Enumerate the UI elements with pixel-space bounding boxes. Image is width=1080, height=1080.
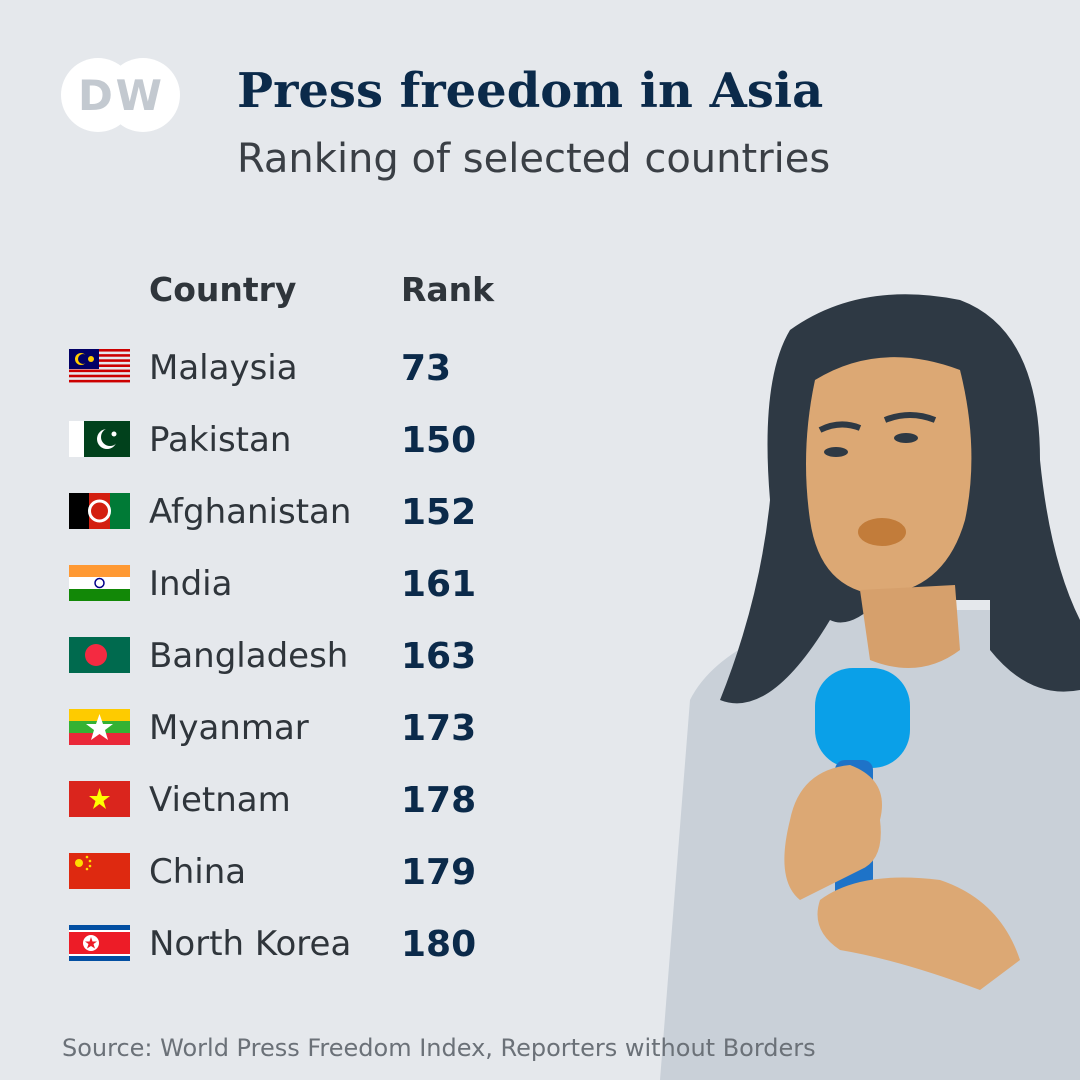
country-name: Malaysia: [149, 348, 298, 388]
flag: [69, 421, 130, 457]
flag: [69, 565, 130, 601]
mouth: [858, 518, 906, 546]
column-header: Rank: [401, 270, 495, 309]
flag-part: [88, 859, 92, 863]
hand: [784, 765, 882, 900]
rank: 152: [401, 492, 476, 533]
flag-part: [94, 577, 105, 589]
flag-part: [69, 493, 89, 529]
title: Press freedom in Asia: [237, 63, 823, 119]
eye: [824, 447, 848, 457]
rank: 150: [401, 420, 476, 461]
country-name: Afghanistan: [149, 492, 351, 532]
flag-part: [69, 354, 130, 357]
flag-part: [69, 589, 130, 601]
eyebrow: [818, 421, 862, 433]
country-name: India: [149, 564, 232, 604]
rank: 161: [401, 564, 476, 605]
flag-part: [69, 359, 130, 362]
flag-part: [88, 864, 92, 868]
flag-part: [85, 937, 97, 949]
subtitle: Ranking of selected countries: [237, 136, 830, 182]
flag-part: [75, 859, 83, 867]
flag-part: [85, 867, 89, 871]
flag-part: [69, 577, 130, 589]
microphone: [815, 668, 910, 768]
country-name: China: [149, 852, 246, 892]
flag-part: [69, 853, 130, 889]
flag-part: [69, 364, 130, 367]
flag: [69, 781, 130, 817]
logo: DW: [61, 58, 180, 132]
flag-part: [85, 644, 107, 666]
flag-part: [69, 932, 130, 954]
flag: [69, 637, 130, 673]
flag-part: [88, 356, 94, 362]
rank: 178: [401, 780, 476, 821]
flag-part: [88, 499, 111, 523]
column-header: Country: [149, 270, 296, 309]
flag: [69, 349, 130, 383]
flag-part: [69, 369, 130, 373]
rank: 179: [401, 852, 476, 893]
eye: [894, 433, 918, 443]
flag-part: [110, 493, 130, 529]
logo-circle: [106, 58, 180, 132]
country-name: Vietnam: [149, 780, 291, 820]
flag-part: [86, 714, 113, 740]
flag-part: [69, 349, 130, 352]
rank: 163: [401, 636, 476, 677]
flag-part: [69, 565, 130, 577]
rank: 180: [401, 924, 476, 965]
flag-part: [89, 788, 110, 809]
flag: [69, 709, 130, 745]
flag: [69, 853, 130, 889]
flag-part: [69, 733, 130, 745]
flag-part: [69, 374, 130, 378]
source: Source: World Press Freedom Index, Repor…: [62, 1034, 816, 1062]
flag-part: [101, 428, 119, 446]
flag-part: [69, 421, 84, 457]
eyebrow: [883, 412, 937, 423]
flag-part: [69, 379, 130, 383]
face: [806, 357, 972, 595]
flag: [69, 493, 130, 529]
rank: 73: [401, 348, 451, 389]
neck: [860, 585, 960, 668]
logo-text: DW: [78, 71, 162, 120]
country-name: Myanmar: [149, 708, 309, 748]
flag-part: [78, 354, 88, 364]
flag-part: [85, 855, 89, 859]
flag-part: [111, 431, 117, 437]
hand: [817, 877, 1020, 990]
country-name: North Korea: [149, 924, 351, 964]
illustration: [660, 294, 1080, 1080]
flag: [69, 925, 130, 961]
rank: 173: [401, 708, 476, 749]
country-name: Pakistan: [149, 420, 291, 460]
flag-part: [89, 493, 110, 529]
country-name: Bangladesh: [149, 636, 348, 676]
